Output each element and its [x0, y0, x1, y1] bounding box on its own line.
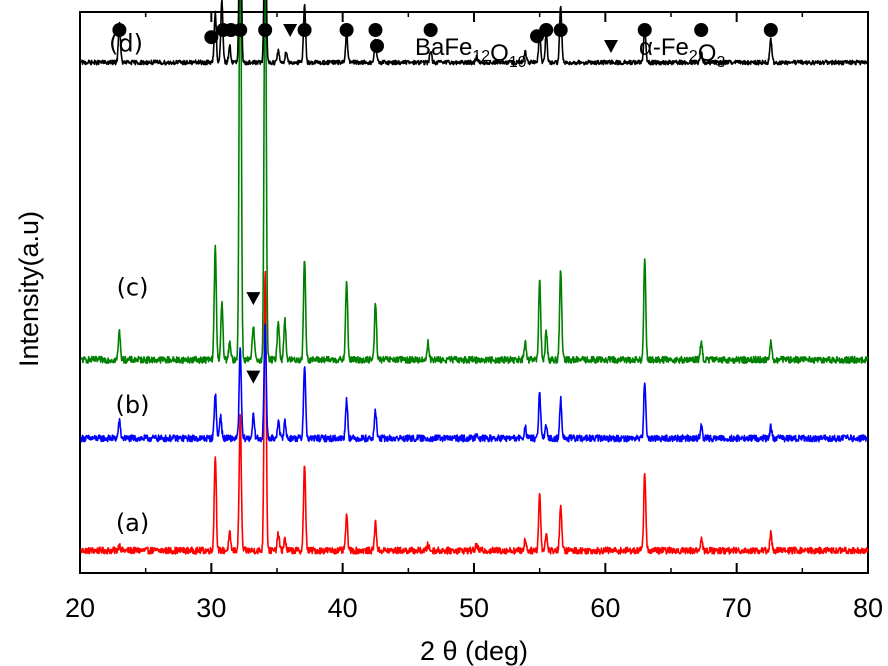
- bafe12o19-marker: [258, 23, 273, 37]
- plot-border: [79, 11, 869, 574]
- bafe12o19-marker: [233, 23, 248, 37]
- bafe12o19-marker: [339, 23, 354, 37]
- x-tick-label: 70: [722, 593, 752, 623]
- fe2o3-marker: [246, 370, 261, 384]
- bafe12o19-marker: [637, 23, 652, 37]
- x-tick-label: 50: [459, 593, 489, 623]
- bafe12o19-marker: [763, 23, 778, 37]
- series-line: [80, 0, 869, 66]
- legend: BaFe12O19 α-Fe2O3: [370, 34, 725, 71]
- bafe12o19-marker: [204, 30, 219, 45]
- fe2o3-marker: [246, 292, 261, 306]
- x-tick-label: 80: [853, 593, 883, 623]
- series-line: [80, 323, 869, 443]
- x-tick-label: 40: [328, 593, 358, 623]
- x-tick-label: 60: [590, 593, 620, 623]
- fe2o3-marker: [283, 24, 298, 37]
- fe2o3-marker: [604, 40, 618, 53]
- bafe12o19-marker: [553, 23, 568, 37]
- x-axis-title: 2 θ (deg): [420, 636, 528, 666]
- legend-label: BaFe12O19: [415, 34, 527, 71]
- series-label: (d): [109, 29, 143, 57]
- phase-marker-layer: [112, 23, 778, 384]
- bafe12o19-marker: [297, 23, 312, 37]
- series-label: (a): [116, 509, 149, 537]
- legend-label: α-Fe2O3: [639, 34, 725, 71]
- x-axis: 20 30 40 50 60 70 80: [65, 12, 883, 623]
- bafe12o19-marker: [368, 23, 383, 37]
- series-line: [80, 270, 869, 555]
- bafe12o19-marker: [423, 23, 438, 37]
- bafe12o19-marker: [694, 23, 709, 37]
- bafe12o19-marker: [539, 23, 554, 37]
- x-tick-label: 20: [65, 593, 95, 623]
- x-tick-label: 30: [196, 593, 226, 623]
- series-label: (c): [117, 273, 149, 301]
- series-label: (b): [116, 391, 150, 419]
- plot-frame: [79, 11, 869, 574]
- series-label-layer: (a) (b) (c) (d): [109, 29, 150, 537]
- series-layer: [80, 0, 869, 555]
- y-axis-title: Intensity(a.u): [14, 211, 44, 367]
- bafe12o19-marker: [112, 23, 127, 37]
- bafe12o19-marker: [370, 39, 384, 53]
- series-line: [80, 0, 869, 364]
